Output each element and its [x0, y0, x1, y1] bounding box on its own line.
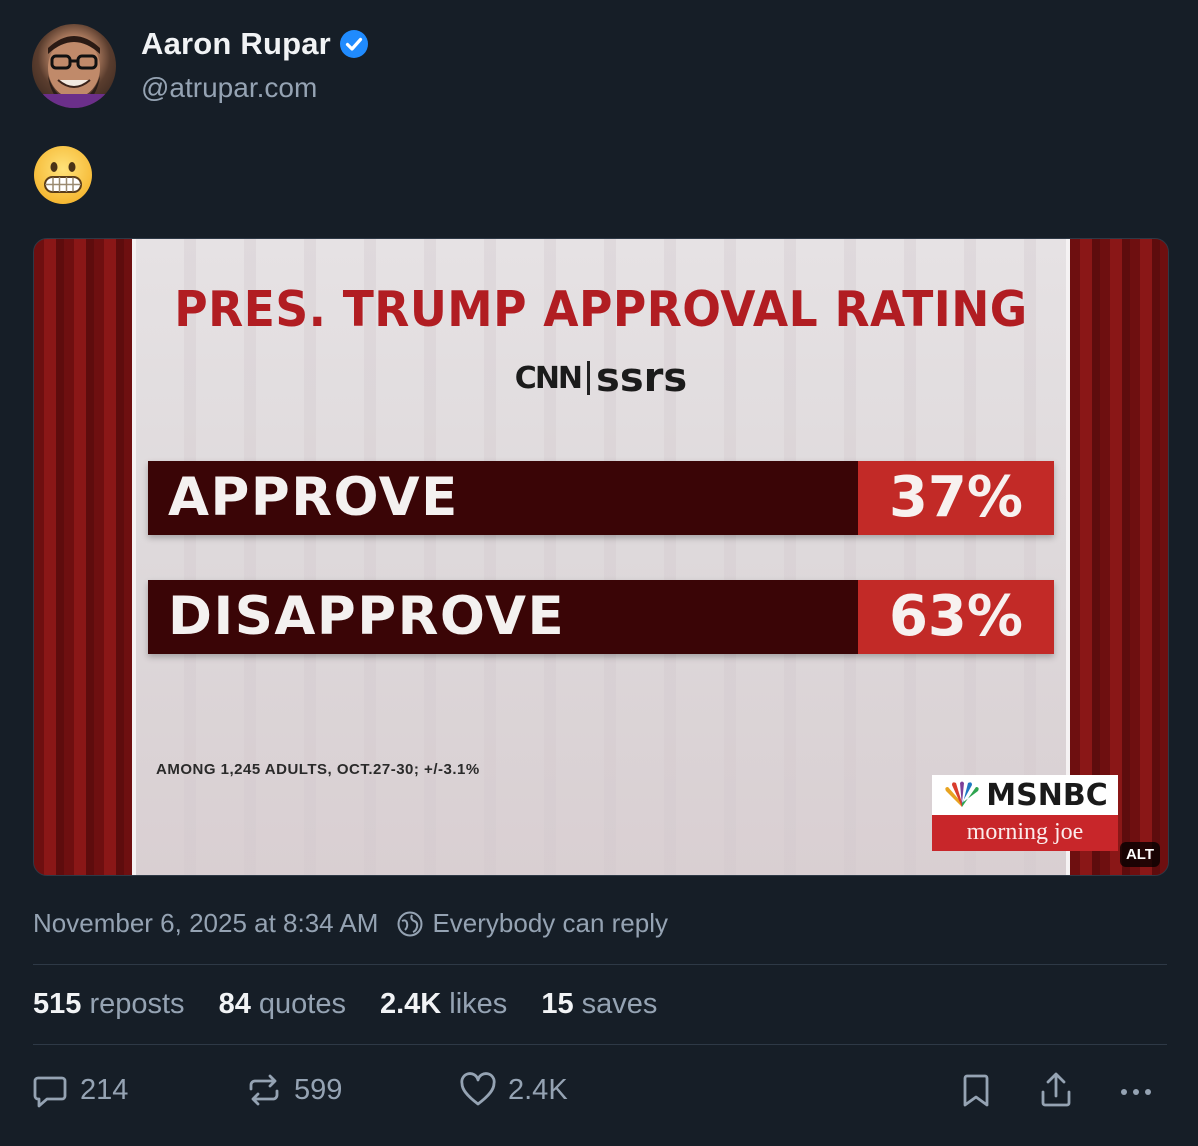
share-icon — [1041, 1072, 1071, 1107]
disapprove-label: DISAPPROVE — [168, 586, 566, 647]
verified-badge-icon — [339, 29, 369, 59]
quotes-stat[interactable]: 84 quotes — [218, 988, 346, 1020]
msnbc-logo: MSNBC morning joe — [932, 775, 1118, 851]
approve-value-box: 37% — [858, 461, 1054, 535]
divider — [33, 1044, 1167, 1045]
heart-icon — [460, 1072, 496, 1106]
disapprove-value-box: 63% — [858, 580, 1054, 654]
reply-button[interactable]: 214 — [30, 1070, 128, 1110]
repost-count: 599 — [294, 1073, 343, 1106]
more-options-button[interactable] — [1116, 1070, 1156, 1110]
approve-value: 37% — [888, 465, 1024, 530]
source-ssrs: ssrs — [596, 355, 688, 401]
bookmark-icon — [963, 1074, 989, 1107]
disapprove-value: 63% — [888, 584, 1024, 649]
graphic-title: PRES. TRUMP APPROVAL RATING — [174, 281, 1028, 338]
action-bar: 214 599 2.4K — [0, 1070, 1198, 1120]
like-button[interactable]: 2.4K — [458, 1070, 568, 1110]
source-cnn: CNN — [514, 361, 583, 396]
author-name[interactable]: Aaron Rupar — [141, 26, 331, 61]
reply-count: 214 — [80, 1073, 129, 1106]
author-block[interactable]: Aaron Rupar @atrupar.com — [141, 26, 369, 104]
disapprove-bar: DISAPPROVE 63% — [148, 580, 1054, 654]
engagement-stats: 515 reposts 84 quotes 2.4K likes 15 save… — [33, 988, 657, 1021]
msnbc-wordmark: MSNBC — [986, 777, 1108, 813]
tv-graphic: PRES. TRUMP APPROVAL RATING CNN ssrs APPR… — [132, 239, 1118, 875]
approve-label: APPROVE — [168, 467, 459, 528]
repost-button[interactable]: 599 — [244, 1070, 342, 1110]
alt-badge[interactable]: ALT — [1119, 842, 1160, 867]
globe-icon — [397, 911, 423, 936]
peacock-icon — [945, 781, 979, 807]
reply-icon — [33, 1076, 67, 1108]
reply-setting: Everybody can reply — [432, 908, 668, 938]
author-handle[interactable]: @atrupar.com — [141, 72, 318, 103]
more-horizontal-icon — [1121, 1089, 1151, 1095]
share-button[interactable] — [1036, 1070, 1076, 1110]
likes-stat[interactable]: 2.4K likes — [379, 988, 508, 1020]
avatar-image — [32, 36, 116, 108]
curtain-right — [1070, 239, 1168, 875]
grimacing-face-icon — [34, 146, 92, 204]
source-divider — [587, 361, 591, 395]
graphic-footnote: AMONG 1,245 ADULTS, OCT.27-30; +/-3.1% — [156, 761, 480, 778]
show-name: morning joe — [932, 815, 1118, 851]
saves-stat: 15 saves — [541, 988, 658, 1020]
curtain-left — [34, 239, 132, 875]
post-meta: November 6, 2025 at 8:34 AM Everybody ca… — [33, 908, 668, 939]
like-count: 2.4K — [508, 1073, 568, 1106]
post-image[interactable]: PRES. TRUMP APPROVAL RATING CNN ssrs APPR… — [33, 238, 1169, 876]
approve-bar: APPROVE 37% — [148, 461, 1054, 535]
post-timestamp[interactable]: November 6, 2025 at 8:34 AM — [33, 908, 379, 938]
repost-icon — [249, 1074, 279, 1106]
avatar[interactable] — [32, 24, 116, 108]
divider — [33, 964, 1167, 965]
reposts-stat[interactable]: 515 reposts — [33, 988, 185, 1020]
bookmark-button[interactable] — [956, 1070, 996, 1110]
graphic-source: CNN ssrs — [136, 355, 1066, 401]
